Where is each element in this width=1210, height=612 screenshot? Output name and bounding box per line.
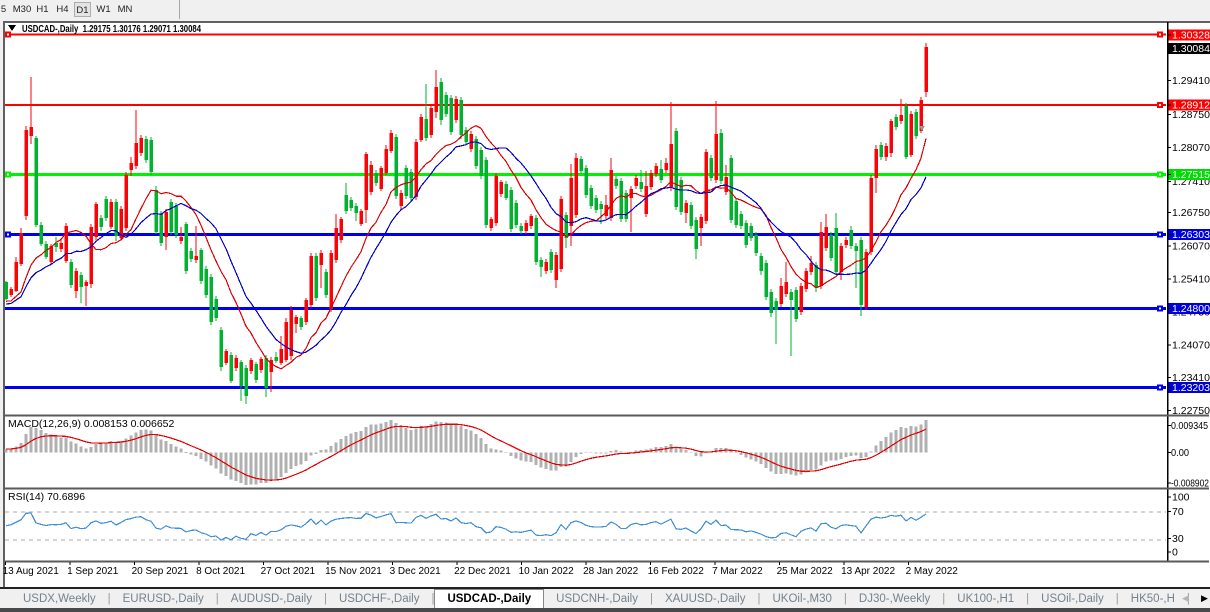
svg-text:16 Feb 2022: 16 Feb 2022 (648, 566, 705, 577)
svg-text:1.23203: 1.23203 (1172, 382, 1210, 394)
svg-text:1 Sep 2021: 1 Sep 2021 (67, 566, 119, 577)
svg-text:1.24070: 1.24070 (1172, 340, 1210, 352)
svg-text:13 Aug 2021: 13 Aug 2021 (3, 566, 60, 577)
svg-text:2 May 2022: 2 May 2022 (906, 566, 959, 577)
svg-text:1.26303: 1.26303 (1172, 229, 1210, 241)
svg-text:10 Jan 2022: 10 Jan 2022 (519, 566, 574, 577)
svg-text:-0.008902: -0.008902 (1171, 477, 1209, 489)
svg-text:1.22750: 1.22750 (1172, 405, 1210, 417)
svg-text:25 Mar 2022: 25 Mar 2022 (777, 566, 834, 577)
svg-text:RSI(14) 70.6896: RSI(14) 70.6896 (8, 491, 85, 503)
svg-text:0: 0 (1172, 547, 1178, 559)
svg-text:7 Mar 2022: 7 Mar 2022 (712, 566, 763, 577)
svg-text:30: 30 (1172, 533, 1184, 545)
svg-text:1.25410: 1.25410 (1172, 274, 1210, 286)
svg-text:27 Oct 2021: 27 Oct 2021 (261, 566, 316, 577)
svg-text:1.28070: 1.28070 (1172, 142, 1210, 154)
svg-text:MACD(12,26,9) 0.008153 0.00665: MACD(12,26,9) 0.008153 0.006652 (8, 418, 175, 430)
svg-text:0.009345: 0.009345 (1171, 420, 1208, 432)
svg-text:1.30084: 1.30084 (1172, 43, 1210, 55)
svg-text:1.27515: 1.27515 (1172, 169, 1210, 181)
svg-text:1.24800: 1.24800 (1172, 303, 1210, 315)
svg-text:1.29410: 1.29410 (1172, 75, 1210, 87)
svg-text:1.28750: 1.28750 (1172, 109, 1210, 121)
svg-text:15 Nov 2021: 15 Nov 2021 (325, 566, 382, 577)
svg-text:8 Oct 2021: 8 Oct 2021 (196, 566, 245, 577)
svg-text:1.26750: 1.26750 (1172, 207, 1210, 219)
svg-text:3 Dec 2021: 3 Dec 2021 (390, 566, 442, 577)
svg-text:100: 100 (1172, 492, 1190, 504)
svg-text:USDCAD-,Daily 1.29175 1.30176: USDCAD-,Daily 1.29175 1.30176 1.29071 1.… (22, 23, 201, 35)
svg-text:13 Apr 2022: 13 Apr 2022 (841, 566, 895, 577)
svg-text:20 Sep 2021: 20 Sep 2021 (132, 566, 189, 577)
svg-text:22 Dec 2021: 22 Dec 2021 (454, 566, 511, 577)
svg-text:1.23410: 1.23410 (1172, 372, 1210, 384)
svg-text:70: 70 (1172, 506, 1184, 518)
svg-text:1.26070: 1.26070 (1172, 240, 1210, 252)
svg-text:28 Jan 2022: 28 Jan 2022 (583, 566, 638, 577)
svg-text:1.28912: 1.28912 (1172, 100, 1210, 112)
svg-text:1.30328: 1.30328 (1172, 30, 1210, 42)
svg-text:0.00: 0.00 (1171, 447, 1189, 459)
